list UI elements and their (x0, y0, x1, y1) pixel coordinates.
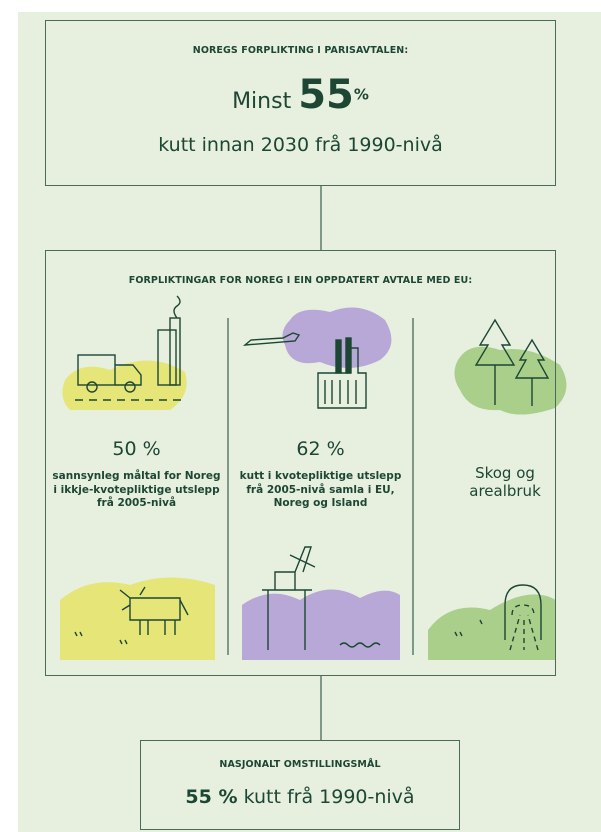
bottom-line: 55 % kutt frå 1990-nivå (140, 786, 460, 808)
figure: 62 % (228, 438, 413, 460)
heading: NOREGS FORPLIKTING I PARISAVTALEN: (45, 45, 556, 56)
figure: 50 % (45, 438, 228, 460)
column-text: Skog og arealbruk (450, 464, 560, 500)
subline: kutt innan 2030 frå 1990-nivå (45, 134, 556, 156)
text: kutt frå 1990-nivå (244, 786, 415, 808)
middle-box (45, 250, 556, 676)
figure: 55 % (185, 786, 237, 808)
heading: FORPLIKTINGAR FOR NOREG I EIN OPPDATERT … (45, 275, 556, 286)
heading: NASJONALT OMSTILLINGSMÅL (140, 759, 460, 770)
prefix: Minst (232, 89, 291, 114)
unit: % (354, 86, 369, 104)
bottom-box (140, 740, 460, 830)
page: NOREGS FORPLIKTING I PARISAVTALEN: Minst… (0, 0, 601, 832)
headline: Minst 55% (45, 72, 556, 118)
column-text: sannsynleg måltal for Noreg i ikkje-kvot… (52, 470, 221, 511)
big-number: 55 (298, 72, 354, 118)
column-text: kutt i kvotepliktige utslepp frå 2005-ni… (233, 470, 408, 511)
